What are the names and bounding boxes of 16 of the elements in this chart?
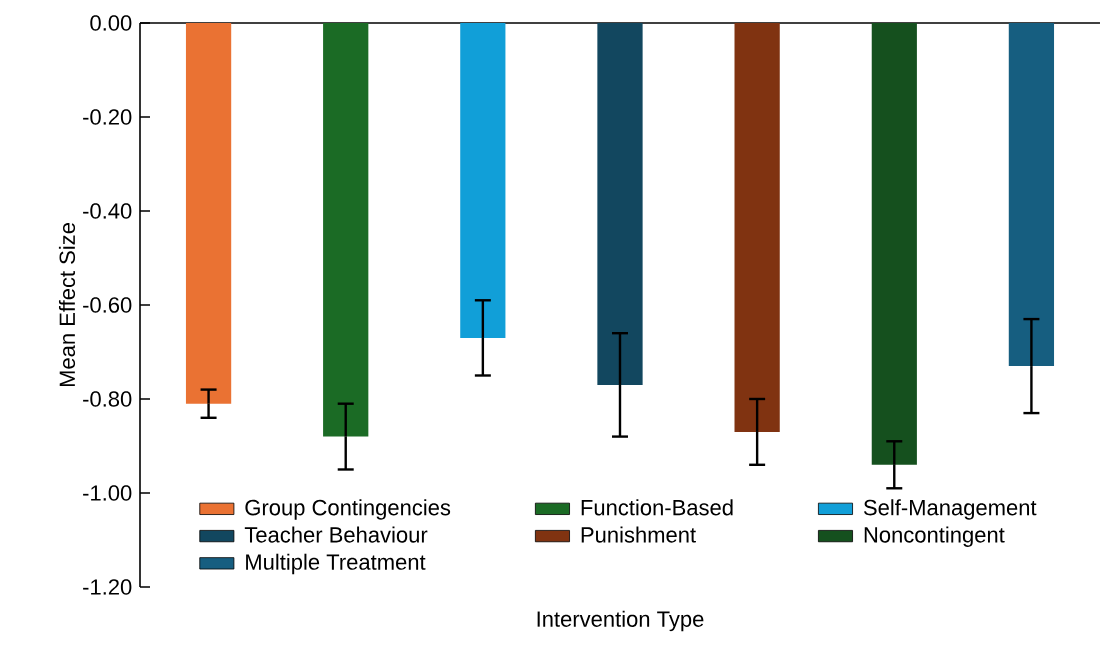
legend-label: Self-Management <box>863 499 1037 520</box>
legend-label: Noncontingent <box>864 526 1005 547</box>
legend-label: Group Contingencies <box>245 499 451 520</box>
y-tick-label: 0.00 <box>90 15 132 31</box>
y-tick-label: -0.40 <box>83 203 132 219</box>
legend-label: Teacher Behaviour <box>244 526 428 543</box>
y-tick-label: -1.20 <box>83 579 132 595</box>
y-axis-title: Mean Effect Size <box>58 223 76 387</box>
legend-label: Punishment <box>581 526 696 543</box>
legend-label: Function-Based <box>581 499 733 516</box>
x-axis-title: Intervention Type <box>537 610 704 632</box>
y-tick-label: -1.00 <box>83 485 132 501</box>
legend-label: Multiple Treatment <box>246 553 426 575</box>
y-tick-label: -0.80 <box>83 391 132 407</box>
y-tick-label: -0.20 <box>83 109 132 125</box>
y-tick-label: -0.60 <box>83 297 132 313</box>
